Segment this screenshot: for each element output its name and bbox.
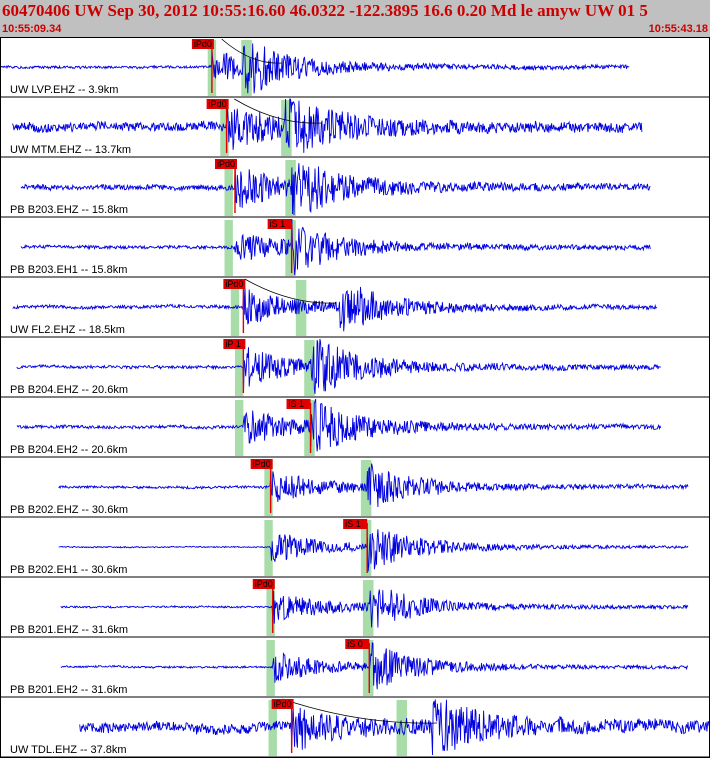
p-window-highlight (266, 580, 275, 636)
s-window-highlight (360, 460, 372, 516)
p-pick-flag (191, 39, 214, 49)
s-pick-label: iS 1 (345, 519, 361, 529)
p-pick-label: iPd0 (274, 699, 292, 709)
waveform-trace (58, 529, 689, 572)
waveform-trace (16, 338, 661, 394)
travel-time-curve (234, 98, 322, 124)
station-label: UW MTM.EHZ -- 13.7km (10, 144, 131, 156)
s-window-highlight (362, 580, 374, 636)
waveform-trace (20, 218, 651, 276)
travel-time-curve (244, 278, 337, 304)
station-label: PB B203.EH1 -- 15.8km (10, 264, 127, 276)
s-window-highlight (360, 520, 372, 576)
waveform-trace (60, 589, 689, 628)
station-label: UW FL2.EHZ -- 18.5km (10, 324, 125, 336)
station-label: PB B202.EH1 -- 30.6km (10, 564, 127, 576)
waveform-trace (20, 163, 651, 216)
p-window-highlight (264, 520, 273, 576)
s-pick-label: iS 1 (270, 219, 286, 229)
p-pick-flag (206, 99, 229, 109)
s-pick-flag (286, 399, 311, 409)
s-pick-label: iS 0 (347, 639, 363, 649)
waveform-trace (79, 699, 710, 756)
station-label: PB B204.EH2 -- 20.6km (10, 444, 127, 456)
waveform-trace (12, 286, 657, 332)
s-window-highlight (241, 40, 252, 96)
s-pick-label: iS 1 (289, 399, 305, 409)
p-pick-label: iPd0 (253, 459, 271, 469)
waveform-trace (58, 463, 689, 508)
s-window-highlight (304, 340, 315, 396)
station-label: PB B201.EHZ -- 31.6km (10, 624, 128, 636)
station-label: UW TDL.EHZ -- 37.8km (10, 744, 127, 756)
seismogram-panel: iPd0 UW LVP.EHZ -- 3.9km iPd0 UW MTM.EHZ --… (0, 37, 710, 758)
p-window-highlight (264, 460, 273, 516)
p-pick-flag (223, 339, 246, 349)
p-window-highlight (234, 400, 244, 456)
p-pick-flag (271, 699, 294, 709)
station-label: PB B201.EH2 -- 31.6km (10, 684, 127, 696)
s-window-highlight (285, 220, 296, 276)
start-time-label: 10:55:09.34 (2, 23, 62, 35)
end-time-label: 10:55:43.18 (648, 23, 708, 35)
p-pick-flag (250, 459, 273, 469)
event-title: 60470406 UW Sep 30, 2012 10:55:16.60 46.… (2, 1, 648, 20)
s-pick-flag (343, 519, 368, 529)
event-header: 60470406 UW Sep 30, 2012 10:55:16.60 46.… (0, 0, 710, 37)
travel-time-curve (282, 698, 438, 724)
station-label: PB B202.EHZ -- 30.6km (10, 504, 128, 516)
travel-time-curve (221, 38, 282, 64)
waveform-trace (12, 98, 643, 153)
s-pick-flag (345, 639, 370, 649)
p-pick-flag (252, 579, 275, 589)
p-pick-label: iPd0 (209, 99, 227, 109)
s-pick-flag (267, 219, 292, 229)
station-label: PB B204.EHZ -- 20.6km (10, 384, 128, 396)
p-window-highlight (234, 340, 244, 396)
p-pick-label: iP 1 (225, 339, 240, 349)
waveform-trace (60, 642, 689, 690)
p-pick-label: iPd0 (194, 39, 212, 49)
p-pick-label: iPd0 (217, 159, 235, 169)
p-window-highlight (230, 280, 240, 336)
p-pick-label: iPd0 (225, 279, 243, 289)
p-pick-flag (214, 159, 237, 169)
station-label: UW LVP.EHZ -- 3.9km (10, 84, 118, 96)
station-label: PB B203.EHZ -- 15.8km (10, 204, 128, 216)
waveform-trace (16, 398, 662, 452)
waveform-trace (0, 43, 630, 94)
p-pick-label: iPd0 (255, 579, 273, 589)
p-window-highlight (268, 700, 277, 756)
p-pick-flag (223, 279, 246, 289)
